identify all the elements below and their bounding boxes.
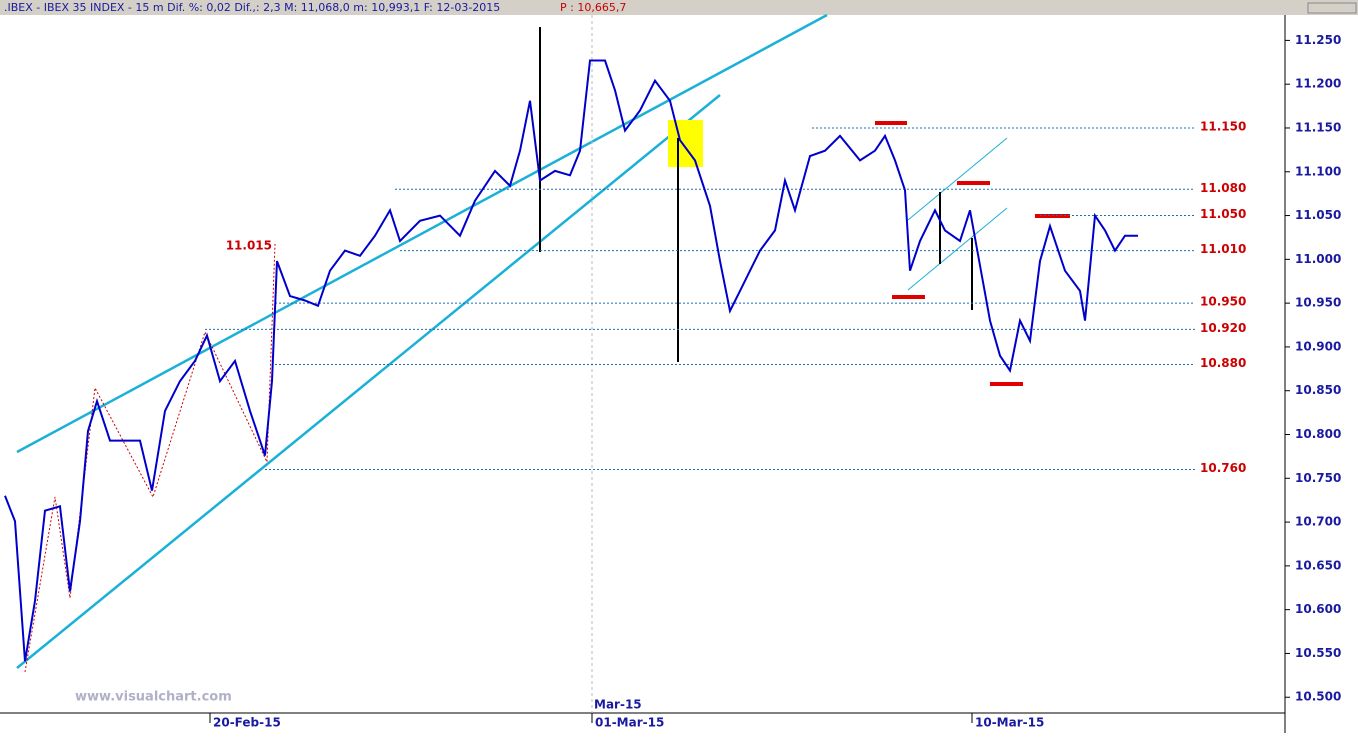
title-bar	[0, 0, 1358, 15]
level-label: 10.880	[1200, 356, 1246, 370]
annotation: 11.015	[226, 239, 272, 253]
chart-title: .IBEX - IBEX 35 INDEX - 15 m Dif. %: 0,0…	[4, 1, 500, 14]
highlight-box	[668, 120, 703, 167]
chart-subtitle: P : 10,665,7	[560, 1, 626, 14]
period-label: Mar-15	[594, 698, 642, 712]
level-label: 10.950	[1200, 295, 1246, 309]
y-tick-label: 10.550	[1295, 646, 1341, 660]
y-tick-label: 10.500	[1295, 690, 1341, 704]
x-tick-label: 10-Mar-15	[975, 716, 1044, 730]
level-label: 11.010	[1200, 242, 1246, 256]
y-tick-label: 10.650	[1295, 558, 1341, 572]
y-tick-label: 11.000	[1295, 252, 1341, 266]
window-buttons[interactable]	[1307, 2, 1357, 14]
y-tick-label: 11.200	[1295, 77, 1341, 91]
y-tick-label: 11.250	[1295, 33, 1341, 47]
y-tick-label: 10.950	[1295, 296, 1341, 310]
level-label: 11.050	[1200, 207, 1246, 221]
y-tick-label: 11.050	[1295, 208, 1341, 222]
y-tick-label: 10.850	[1295, 383, 1341, 397]
zigzag	[24, 243, 276, 673]
y-tick-label: 10.750	[1295, 471, 1341, 485]
y-tick-label: 10.600	[1295, 602, 1341, 616]
watermark: www.visualchart.com	[75, 690, 232, 705]
level-label: 11.080	[1200, 181, 1246, 195]
x-tick-label: 20-Feb-15	[213, 716, 281, 730]
measure-arrows	[539, 27, 973, 362]
level-label: 10.920	[1200, 321, 1246, 335]
x-tick-label: 01-Mar-15	[595, 716, 664, 730]
level-label: 10.760	[1200, 461, 1246, 475]
channel	[16, 13, 1008, 669]
y-tick-label: 10.900	[1295, 339, 1341, 353]
level-label: 11.150	[1200, 119, 1246, 133]
price-line	[4, 59, 1138, 662]
y-tick-label: 11.100	[1295, 164, 1341, 178]
y-tick-label: 10.800	[1295, 427, 1341, 441]
y-tick-label: 10.700	[1295, 515, 1341, 529]
y-tick-label: 11.150	[1295, 120, 1341, 134]
